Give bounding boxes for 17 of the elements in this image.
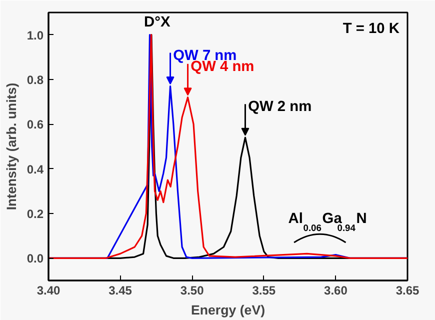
y-tick-label: 0.6 — [26, 118, 44, 132]
annotation: T = 10 K — [342, 21, 400, 38]
y-tick-label: 0.8 — [26, 73, 44, 87]
x-tick-label: 3.50 — [180, 284, 204, 298]
y-tick-label: 0.2 — [26, 207, 44, 221]
x-tick-label: 3.60 — [324, 284, 348, 298]
x-tick-label: 3.45 — [108, 284, 132, 298]
y-axis-title: Intensity (arb. units) — [4, 82, 19, 210]
x-axis-title: Energy (eV) — [190, 302, 266, 318]
x-tick-label: 3.55 — [252, 284, 276, 298]
y-tick-label: 0.0 — [26, 252, 44, 266]
annotation: QW 2 nm — [248, 99, 312, 116]
y-tick-label: 1.0 — [26, 28, 44, 42]
x-tick-label: 3.65 — [396, 284, 420, 298]
annotation: D°X — [144, 14, 170, 30]
x-tick-label: 3.40 — [36, 284, 61, 298]
y-tick-label: 0.4 — [26, 162, 44, 176]
